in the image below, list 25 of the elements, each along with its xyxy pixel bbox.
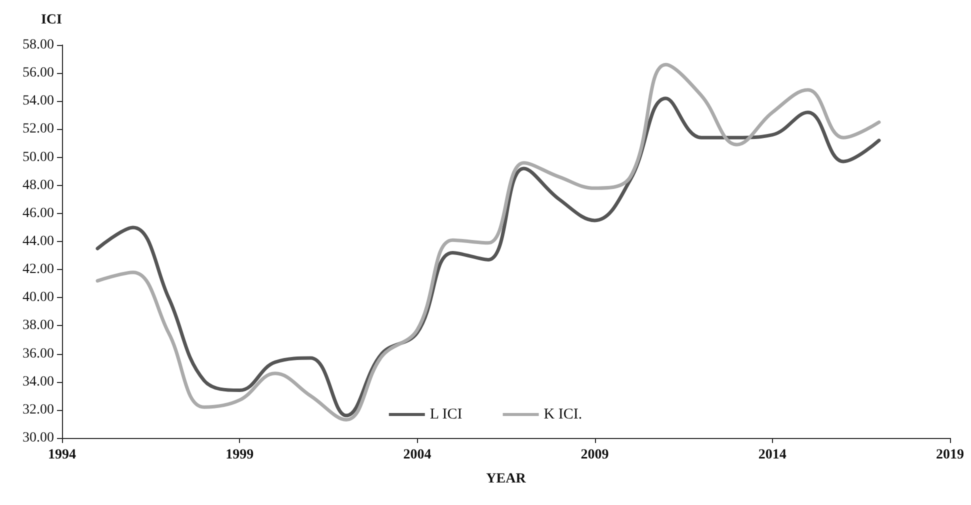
x-tick-label: 1999: [226, 448, 254, 462]
y-tick-label: 34.00: [22, 374, 54, 390]
y-axis-title: ICI: [40, 12, 62, 28]
y-tick-label: 36.00: [22, 346, 54, 362]
legend-label: L ICI: [430, 406, 462, 422]
y-tick-label: 52.00: [22, 122, 54, 137]
y-tick-label: 38.00: [22, 318, 54, 334]
y-tick-label: 46.00: [22, 206, 54, 221]
legend-label: K ICI.: [544, 406, 582, 422]
y-tick-label: 50.00: [22, 150, 54, 165]
x-tick-label: 1994: [48, 448, 76, 462]
y-tick-label: 48.00: [22, 178, 54, 193]
y-tick-label: 32.00: [22, 402, 54, 418]
y-tick-label: 44.00: [22, 234, 54, 249]
x-axis-title: YEAR: [486, 472, 527, 486]
y-tick-label: 54.00: [22, 94, 54, 109]
x-tick-label: 2014: [758, 448, 786, 462]
y-tick-label: 58.00: [22, 38, 54, 52]
x-tick-label: 2009: [580, 448, 609, 462]
y-tick-label: 56.00: [22, 66, 54, 81]
y-tick-label: 30.00: [22, 430, 54, 446]
x-tick-label: 2004: [403, 448, 432, 462]
x-tick-label: 2019: [936, 448, 964, 462]
y-tick-label: 40.00: [22, 290, 54, 306]
y-tick-label: 42.00: [22, 262, 54, 278]
